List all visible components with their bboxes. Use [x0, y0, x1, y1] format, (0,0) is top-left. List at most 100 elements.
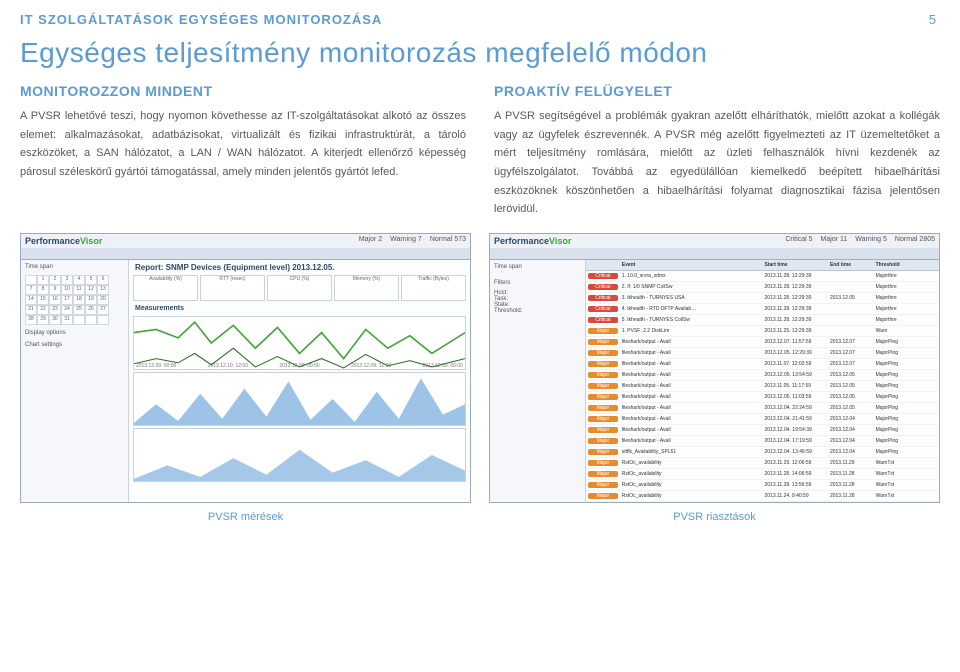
calendar-day: 19 [85, 295, 97, 305]
cell-event: fileshark/output - Avail [622, 383, 761, 389]
severity-badge: Critical [588, 284, 618, 290]
cell-start: 2013.11.28. 12:29:39 [764, 306, 825, 312]
table-row: Majorfileshark/output - Avail2013.12.04.… [586, 403, 939, 414]
cell-threshold: MajorPing [876, 361, 937, 367]
calendar-day: 20 [97, 295, 109, 305]
cell-threshold: MajorPing [876, 405, 937, 411]
cell-start: 2013.11.28. 13:56:59 [764, 482, 825, 488]
calendar-day: 5 [85, 275, 97, 285]
cell-event: 1. 10.0_srvra_sdmx [622, 273, 761, 279]
cell-start: 2013.12.04. 17:19:59 [764, 438, 825, 444]
calendar-day: 26 [85, 305, 97, 315]
xtick: 2013.12.09. 00:00 [279, 363, 319, 369]
cell-threshold: MajorPing [876, 394, 937, 400]
calendar-day: 6 [97, 275, 109, 285]
cell-threshold: Majorthre [876, 317, 937, 323]
table-row: Critical 1. 10.0_srvra_sdmx2013.11.28. 12… [586, 271, 939, 282]
cell-event: fileshark/output - Avail [622, 350, 761, 356]
cell-end: 2013.12.07 [830, 339, 872, 345]
table-header-row: Event Start time End time Threshold [586, 260, 939, 271]
cell-event: RstOc_availability [622, 493, 761, 499]
screenshot-row: PerformanceVisor Major 2 Warning 7 Norma… [0, 219, 960, 523]
calendar-day: 30 [49, 315, 61, 325]
calendar-day: 25 [73, 305, 85, 315]
side-section: Chart settings [25, 342, 124, 348]
table-row: Majorfileshark/output - Avail2013.12.04.… [586, 425, 939, 436]
menu-item: Major 2 [359, 236, 382, 243]
menu-item: Warning 5 [855, 236, 887, 243]
menu-item: Warning 7 [390, 236, 422, 243]
side-section: Time span [25, 264, 124, 270]
cell-event: fileshark/output - Avail [622, 339, 761, 345]
severity-badge: Major [588, 383, 618, 389]
calendar-day: 29 [37, 315, 49, 325]
chart-3 [133, 428, 466, 482]
cell-start: 2013.12.04. 21:41:59 [764, 416, 825, 422]
cell-start: 2013.11.28. 14:06:59 [764, 471, 825, 477]
screenshot-alarms: PerformanceVisor Critical 5 Major 11 War… [489, 233, 940, 523]
screenshot-frame-right: PerformanceVisor Critical 5 Major 11 War… [489, 233, 940, 503]
cell-start: 2013.12.05. 12:29:39 [764, 350, 825, 356]
table-row: Majorfileshark/output - Avail2013.11.05.… [586, 381, 939, 392]
left-heading: MONITOROZZON MINDENT [20, 83, 466, 99]
severity-badge: Major [588, 460, 618, 466]
chart-2 [133, 372, 466, 426]
page-number: 5 [929, 12, 936, 27]
cell-start: 2013.12.04. 19:54:39 [764, 427, 825, 433]
calendar: 1234567891011121314151617181920212223242… [25, 275, 124, 325]
calendar-day: 2 [49, 275, 61, 285]
calendar-day: 23 [49, 305, 61, 315]
left-sidebar: Time span 123456789101112131415161718192… [21, 260, 129, 502]
filter-item: Threshold: [494, 308, 581, 314]
tab-bar [21, 248, 470, 260]
table-row: MajorRstOc_availability2013.11.28. 13:56… [586, 480, 939, 491]
right-body: A PVSR segítségével a problémák gyakran … [494, 107, 940, 219]
th-event: Event [622, 262, 761, 268]
cell-event: fileshark/output - Avail [622, 416, 761, 422]
table-row: Critical 5. tkhealth - TURNYES CollSw2013… [586, 315, 939, 326]
cell-event: fileshark/output - Avail [622, 405, 761, 411]
cell-start: 2013.11.28. 12:29:39 [764, 273, 825, 279]
calendar-day: 3 [61, 275, 73, 285]
cell-event: fileshark/output - Avail [622, 438, 761, 444]
kpi-column: Availability (%) [133, 275, 198, 301]
cell-end: 2013.12.05 [830, 394, 872, 400]
cell-end: 2013.12.04 [830, 416, 872, 422]
table-row: Majorfileshark/output - Avail2013.12.05.… [586, 370, 939, 381]
cell-event: 1. PVSF: 2.2 DiskLim [622, 328, 761, 334]
table-row: Major1. PVSF: 2.2 DiskLim2013.11.25. 13:… [586, 326, 939, 337]
severity-badge: Major [588, 372, 618, 378]
severity-badge: Critical [588, 273, 618, 279]
calendar-day: 27 [97, 305, 109, 315]
cell-end: 2013.12.05 [830, 295, 872, 301]
cell-threshold: MajorPing [876, 372, 937, 378]
th-end: End time [830, 262, 872, 268]
cell-end: 2013.12.04 [830, 438, 872, 444]
cell-end: 2013.12.05 [830, 372, 872, 378]
report-title: Report: SNMP Devices (Equipment level) 2… [129, 260, 470, 275]
severity-badge: Major [588, 482, 618, 488]
severity-badge: Major [588, 438, 618, 444]
cell-start: 2013.11.28. 12:29:39 [764, 295, 825, 301]
severity-badge: Critical [588, 317, 618, 323]
severity-badge: Major [588, 350, 618, 356]
table-row: Critical3. tkhealth - TURNYES USA2013.11… [586, 293, 939, 304]
table-row: Major fileshark/output - Avail2013.12.05.… [586, 348, 939, 359]
cell-threshold: WarnTxt [876, 482, 937, 488]
cell-event: 4. tkhealth - RTD DFTP Availab… [622, 306, 761, 312]
left-column: MONITOROZZON MINDENT A PVSR lehetővé tes… [20, 83, 466, 219]
measurements-header: Measurements [129, 301, 470, 314]
cell-threshold: MajorPing [876, 383, 937, 389]
cell-end: 2013.11.28 [830, 493, 872, 499]
calendar-day: 28 [25, 315, 37, 325]
table-row: Majorfileshark/output - Avail2013.12.05.… [586, 392, 939, 403]
calendar-day: 21 [25, 305, 37, 315]
xtick: 2013.12.10. 12:00 [208, 363, 248, 369]
cell-start: 2013.11.28. 12:29:39 [764, 317, 825, 323]
cell-event: 5. tkhealth - TURNYES CollSw [622, 317, 761, 323]
severity-badge: Critical [588, 295, 618, 301]
xtick: 2013.12.09. 12:00 [351, 363, 391, 369]
severity-badge: Major [588, 405, 618, 411]
severity-badge: Major [588, 493, 618, 499]
table-row: Majorsttflk_Availability_SPL612013.12.04… [586, 447, 939, 458]
